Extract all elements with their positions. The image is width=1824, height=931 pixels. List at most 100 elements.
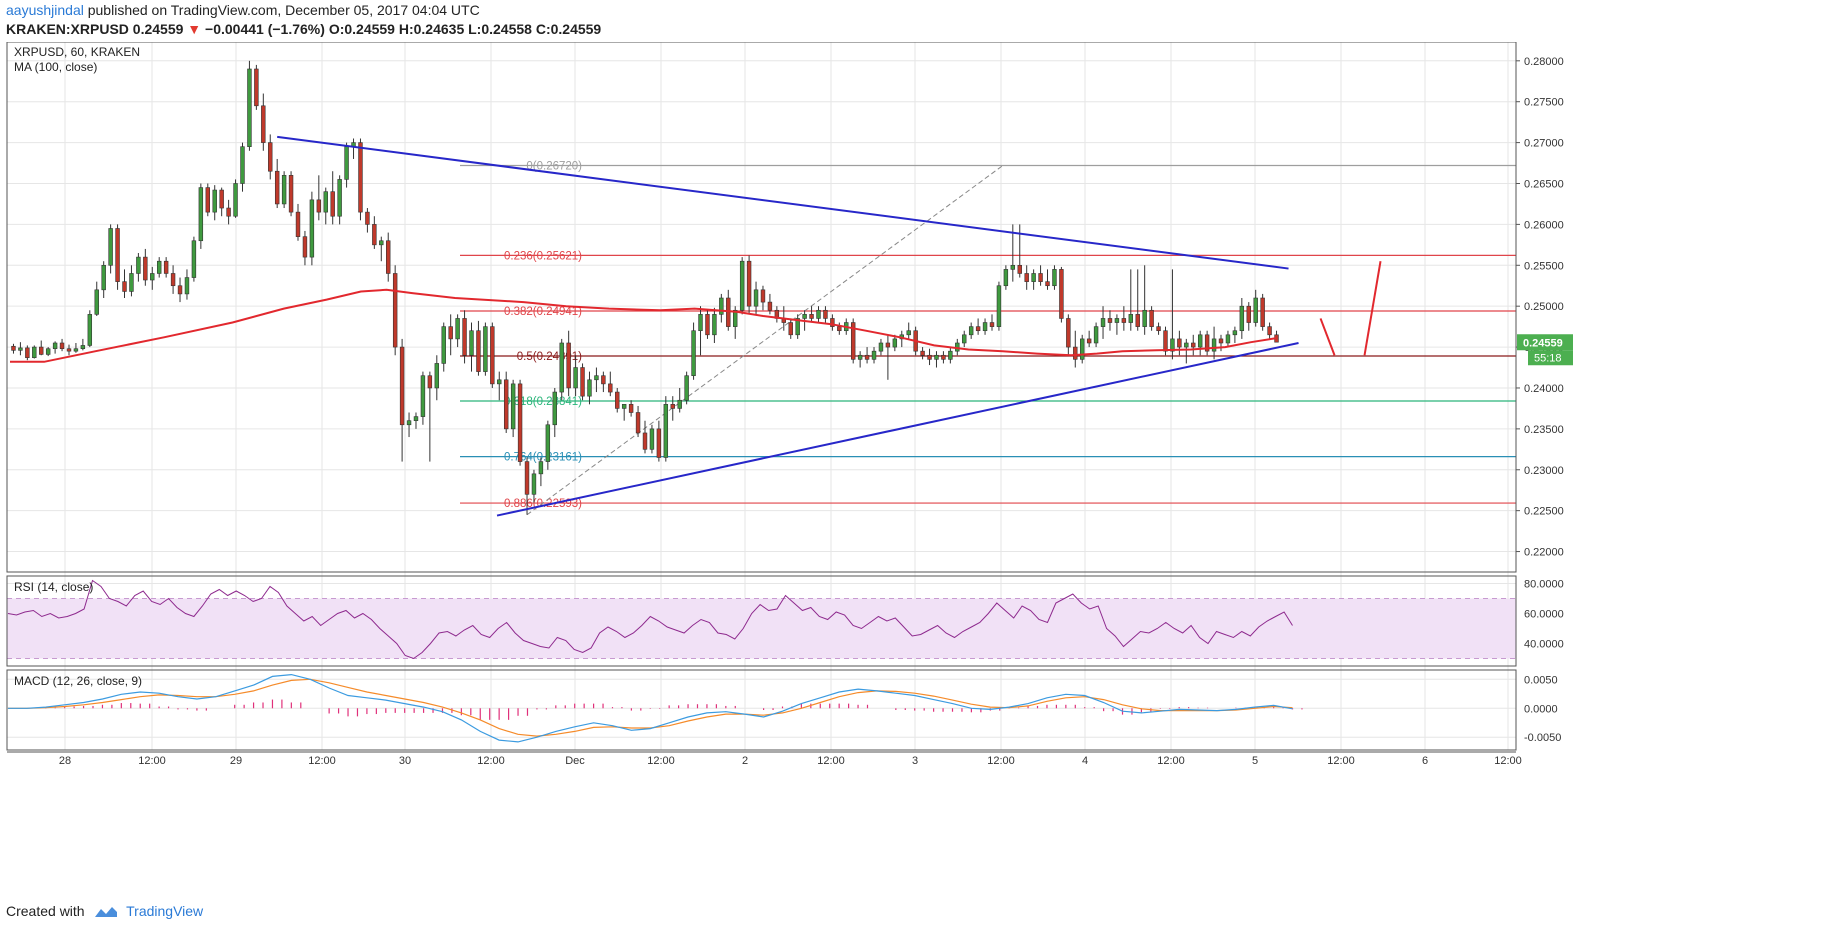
x-tick-label: 2 (742, 755, 748, 767)
candle-body (1197, 334, 1203, 348)
candle-body (191, 240, 197, 278)
candle-body (386, 240, 391, 274)
candle-body (1267, 326, 1272, 336)
candle-body (483, 326, 488, 372)
x-tick-label: 28 (59, 755, 71, 767)
candle-body (122, 281, 127, 292)
pane-frame (6, 669, 1517, 751)
candle-body (94, 289, 99, 315)
candle-body (184, 277, 190, 295)
candle-body (87, 314, 93, 346)
candle-body (1184, 342, 1189, 348)
x-tick-label: 12:00 (308, 755, 336, 767)
candle-body (989, 322, 995, 327)
candle-body (746, 260, 752, 307)
price-change: −0.00441 (−1.76%) (205, 21, 325, 37)
rsi-band-fill (7, 598, 1516, 659)
chart-canvas[interactable]: 0(0.26720) 0.236(0.25621) 0.382(0.24941) 0.… (0, 42, 1824, 902)
author-link[interactable]: aayushjindal (6, 2, 84, 18)
projection-up-stroke (1363, 261, 1382, 356)
chart-title: XRPUSD, 60, KRAKEN (14, 45, 140, 59)
rsi-tick-label: 80.0000 (1524, 579, 1564, 591)
macd-label: MACD (12, 26, close, 9) (14, 674, 142, 688)
candle-body (857, 354, 863, 360)
candle-body (1038, 273, 1043, 282)
candle-body (129, 273, 134, 292)
footer: Created with TradingView (6, 903, 203, 919)
candle-body (837, 326, 842, 332)
candle-body (906, 330, 911, 336)
macd-signal-line (8, 678, 1293, 737)
x-tick-label: 30 (399, 755, 411, 767)
candle-body (11, 345, 16, 351)
candle-body (1086, 338, 1092, 344)
moving-average-line (10, 288, 1277, 363)
candle-body (80, 345, 86, 350)
candle-body (850, 322, 856, 360)
candle-body (517, 383, 523, 462)
candle-body (809, 314, 814, 319)
candle-body (594, 375, 599, 381)
candle-body (615, 391, 620, 409)
candle-body (712, 314, 717, 336)
y-tick-label: 0.25500 (1524, 260, 1564, 272)
projection-down-stroke (1319, 318, 1336, 356)
candle-body (927, 354, 932, 360)
axes: 28 12:00 29 12:00 30 12:00 Dec 12:00 2 12:00 3 12:0… (14, 45, 1573, 767)
candle-body (309, 199, 315, 258)
candle-body (628, 404, 634, 413)
candle-body (753, 289, 759, 307)
fib-level-label: 0.382(0.24941) (504, 306, 582, 318)
fib-level-label: 0(0.26720) (526, 161, 582, 173)
candle-body (1142, 309, 1147, 327)
candle-body (503, 379, 509, 430)
chart-header: aayushjindal published on TradingView.co… (0, 0, 1824, 42)
x-tick-label: 5 (1252, 755, 1258, 767)
candle-body (635, 412, 641, 434)
candle-body (372, 224, 377, 246)
candle-body (795, 318, 800, 336)
countdown-label: 55:18 (1534, 352, 1562, 364)
y-tick-label: 0.23000 (1524, 465, 1564, 477)
pane-frames (6, 42, 1517, 753)
candle-body (219, 189, 224, 209)
ma-indicator-label: MA (100, close) (14, 60, 97, 74)
x-tick-label: 12:00 (817, 755, 845, 767)
candle-body (788, 322, 793, 336)
candle-body (1253, 297, 1258, 323)
candle-body (559, 342, 564, 393)
tradingview-link[interactable]: TradingView (126, 903, 204, 919)
candle-body (59, 342, 65, 350)
candle-body (885, 342, 891, 348)
candle-body (1260, 297, 1265, 327)
publish-line: aayushjindal published on TradingView.co… (6, 2, 480, 18)
x-tick-label: 12:00 (987, 755, 1015, 767)
candle-body (726, 297, 731, 327)
candle-body (281, 175, 287, 205)
x-tick-label: 12:00 (1327, 755, 1355, 767)
candle-body (962, 334, 967, 344)
candle-body (399, 346, 405, 426)
candle-body (247, 68, 252, 147)
candle-body (295, 211, 301, 237)
candle-body (1239, 305, 1245, 332)
candle-body (1003, 269, 1009, 287)
candle-body (163, 260, 169, 274)
candle-body (864, 354, 870, 360)
candle-body (1156, 326, 1161, 332)
candle-body (684, 375, 689, 401)
y-tick-label: 0.26000 (1524, 219, 1564, 231)
candle-body (545, 424, 551, 462)
candle-body (941, 354, 946, 360)
candle-body (469, 330, 474, 356)
candle-body (996, 285, 1002, 327)
candle-body (156, 260, 162, 274)
candle-body (552, 391, 557, 426)
candle-body (1066, 318, 1071, 348)
x-tick-label: 6 (1422, 755, 1428, 767)
candle-body (719, 297, 724, 315)
candle-body (656, 428, 662, 458)
candle-body (566, 342, 571, 389)
candle-body (18, 347, 23, 351)
candle-body (392, 273, 398, 348)
